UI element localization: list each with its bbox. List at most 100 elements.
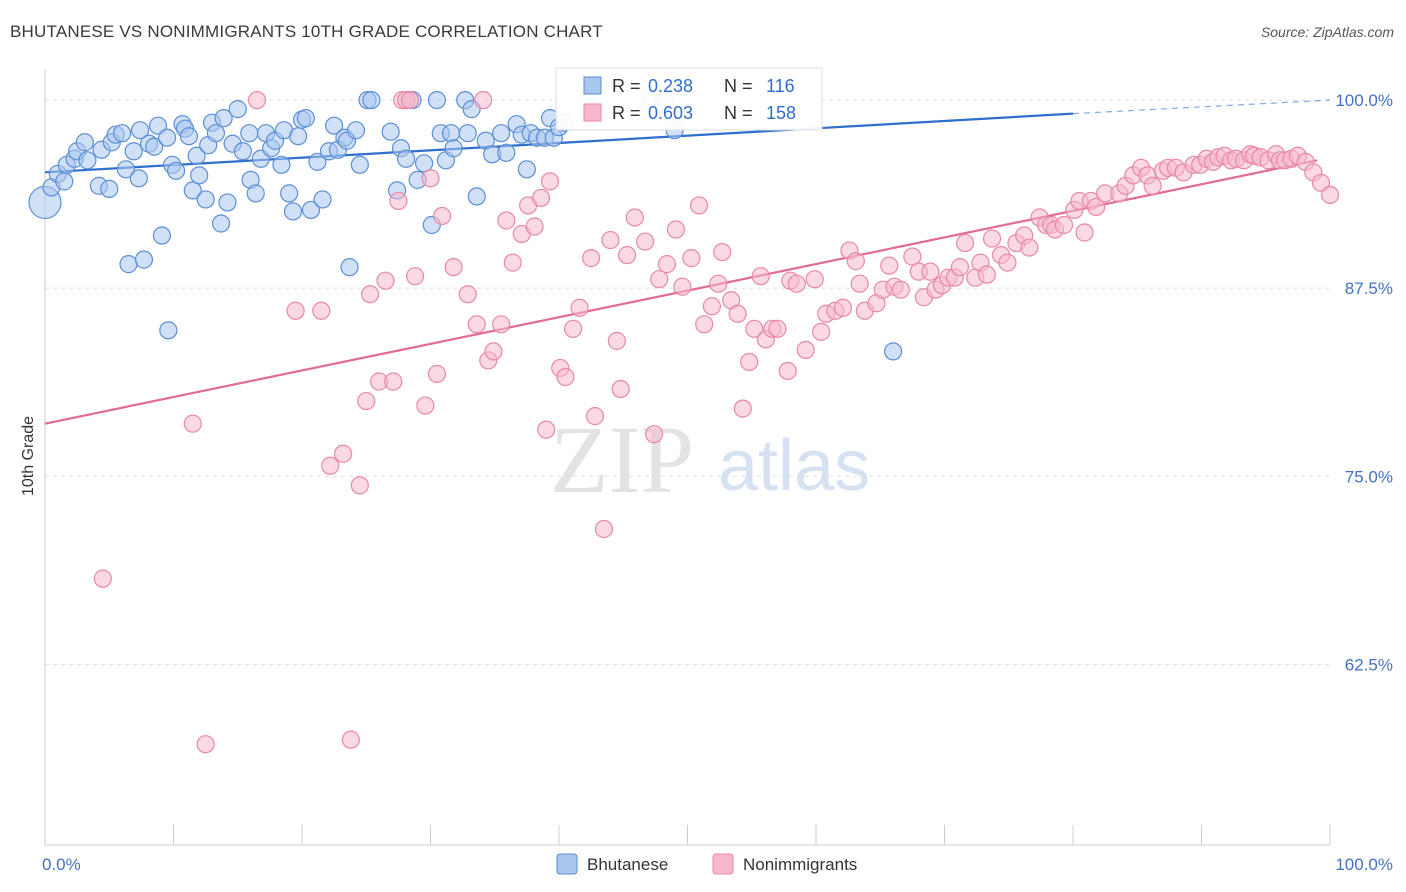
bhutanese-point — [187, 146, 206, 165]
bhutanese-point — [414, 154, 434, 173]
nonimmigrants-point — [611, 379, 630, 399]
nonimmigrants-point — [341, 730, 360, 749]
nonimmigrants-point — [751, 267, 770, 286]
nonimmigrants-point — [405, 267, 425, 286]
bhutanese-point — [381, 122, 400, 141]
nonimmigrants-point — [247, 90, 267, 110]
nonimmigrants-point — [286, 301, 305, 320]
nonimmigrants-point — [416, 396, 435, 415]
bhutanese-point — [148, 116, 168, 135]
nonimmigrants-point — [384, 372, 403, 391]
bhutanese-point — [346, 121, 366, 140]
nonimmigrants-point — [467, 315, 486, 334]
nonimmigrants-point — [850, 274, 869, 293]
y-tick-label: 62.5% — [1345, 655, 1393, 674]
legend-label-nonimmigrants: Nonimmigrants — [743, 855, 857, 874]
bhutanese-point — [396, 149, 416, 168]
bhutanese-point — [313, 190, 332, 209]
nonimmigrants-point — [540, 172, 560, 191]
grid-lines — [45, 99, 1330, 665]
bhutanese-point — [289, 127, 308, 146]
x-tick-label: 100.0% — [1335, 855, 1393, 874]
chart-title: BHUTANESE VS NONIMMIGRANTS 10TH GRADE CO… — [10, 22, 603, 41]
bhutanese-point — [129, 169, 148, 188]
bhutanese-point — [214, 109, 233, 128]
nonimmigrants-point — [582, 249, 601, 268]
nonimmigrants-point — [977, 265, 997, 284]
bhutanese-point — [75, 133, 94, 152]
nonimmigrants-point — [1320, 185, 1340, 205]
bhutanese-point — [159, 321, 178, 340]
nonimmigrants-point — [334, 444, 353, 463]
nonimmigrants-point — [1020, 238, 1039, 257]
nonimmigrants-point — [650, 270, 669, 289]
nonimmigrants-point — [833, 298, 853, 317]
nonimmigrants-point — [625, 208, 644, 227]
nonimmigrants-point — [1087, 197, 1106, 217]
bhutanese-point — [157, 128, 177, 147]
bhutanese-point — [183, 181, 202, 200]
nonimmigrants-point — [846, 252, 865, 271]
bhutanese-point — [100, 179, 119, 198]
nonimmigrants-point — [350, 476, 369, 495]
nonimmigrants-point — [497, 211, 516, 230]
stats-blue-n-value: 116 — [766, 76, 795, 96]
nonimmigrants-point — [635, 232, 655, 251]
nonimmigrants-point — [312, 301, 331, 320]
nonimmigrants-point — [444, 258, 463, 277]
nonimmigrants-point — [570, 298, 589, 317]
bhutanese-point — [124, 142, 143, 161]
nonimmigrants-point — [1311, 173, 1331, 192]
nonimmigrants-point — [805, 270, 824, 289]
bhutanese-point — [166, 161, 186, 180]
nonimmigrants-point — [728, 304, 747, 323]
bhutanese-point — [340, 258, 359, 277]
bhutanese-point — [362, 90, 381, 110]
x-tick-labels: 0.0% 100.0% — [42, 855, 1393, 874]
nonimmigrants-point — [321, 456, 340, 475]
stats-blue-r-label: R = — [612, 76, 641, 96]
nonimmigrants-point — [673, 277, 692, 296]
bhutanese-point — [280, 184, 299, 203]
nonimmigrants-point — [657, 255, 677, 274]
nonimmigrants-point — [955, 233, 975, 253]
stats-blue-n-label: N = — [724, 76, 753, 96]
nonimmigrants-point — [768, 319, 787, 338]
bhutanese-point — [492, 124, 511, 143]
legend-swatch-bhutanese — [556, 853, 578, 875]
bhutanese-point — [145, 137, 164, 156]
nonimmigrants-point — [93, 569, 112, 588]
nonimmigrants-point — [733, 399, 752, 418]
y-tick-label: 75.0% — [1345, 467, 1393, 486]
bhutanese-point — [134, 250, 154, 269]
y-tick-label: 87.5% — [1345, 279, 1393, 298]
bhutanese-point — [218, 193, 237, 212]
stats-pink-r-label: R = — [612, 103, 641, 123]
nonimmigrants-point — [740, 352, 759, 372]
nonimmigrants-point — [891, 280, 910, 299]
bhutanese-point — [228, 100, 247, 119]
nonimmigrants-point — [903, 247, 922, 266]
watermark-atlas: atlas — [718, 426, 870, 506]
stats-pink-r-value: 0.603 — [648, 103, 693, 123]
nonimmigrants-point — [601, 230, 620, 250]
bhutanese-point — [78, 151, 97, 170]
nonimmigrants-point — [421, 169, 440, 188]
y-axis-title: 10th Grade — [20, 416, 37, 496]
nonimmigrants-point — [689, 196, 709, 215]
bhutanese-point — [350, 155, 369, 174]
bhutanese-point — [211, 214, 231, 233]
bhutanese-point — [152, 226, 172, 245]
bhutanese-point — [458, 124, 477, 143]
bhutanese-point — [441, 124, 461, 143]
bhutanese-point — [883, 342, 903, 361]
nonimmigrants-point — [644, 425, 664, 444]
legend-label-bhutanese: Bhutanese — [587, 855, 668, 874]
nonimmigrants-point — [376, 271, 395, 290]
nonimmigrants-point — [474, 90, 493, 110]
stats-blue-r-value: 0.238 — [648, 76, 693, 96]
bhutanese-point — [130, 121, 150, 140]
bhutanese-point — [296, 109, 315, 128]
bhutanese-point — [246, 184, 265, 203]
